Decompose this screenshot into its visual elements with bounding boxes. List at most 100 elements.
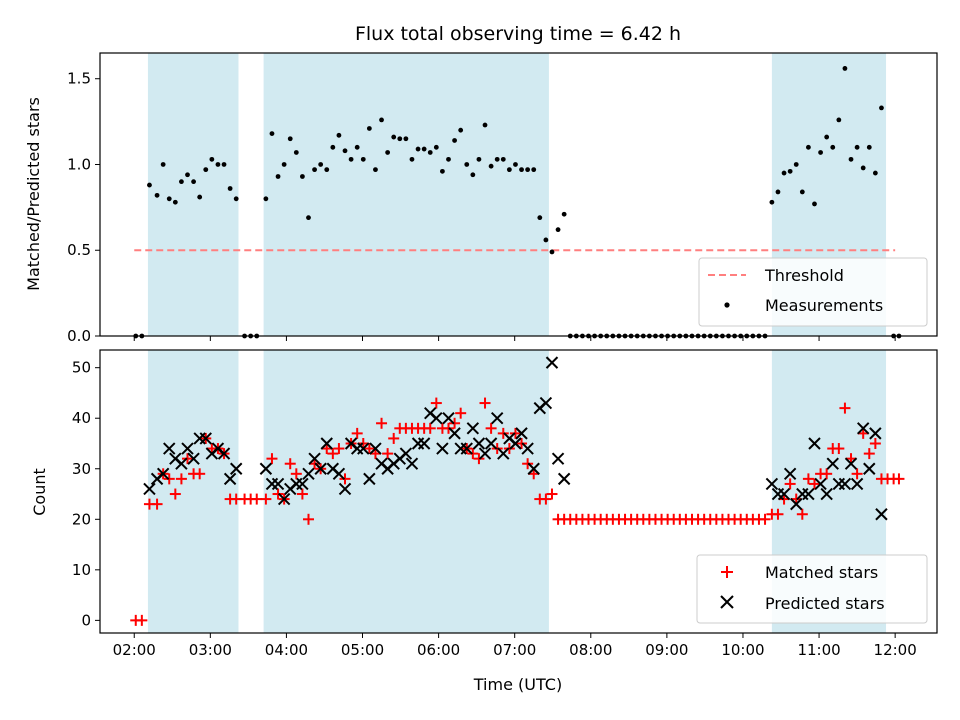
measurement-point <box>360 156 366 162</box>
matched-star-point <box>516 437 528 449</box>
measurement-point <box>336 132 342 138</box>
predicted-star-point <box>430 412 443 425</box>
matched-star-point <box>182 453 194 465</box>
measurement-point <box>842 66 848 71</box>
predicted-star-point <box>175 457 188 470</box>
measurement-point <box>348 156 354 162</box>
measurement-point <box>209 156 215 162</box>
matched-star-point <box>151 498 163 510</box>
x-tick-label: 06:00 <box>417 641 460 659</box>
measurement-point <box>470 172 476 178</box>
predicted-star-point <box>163 442 176 455</box>
matched-star-point <box>851 468 863 480</box>
predicted-star-point <box>497 447 510 460</box>
matched-star-point <box>479 397 491 409</box>
predicted-star-point <box>417 437 431 450</box>
predicted-star-point <box>338 482 352 496</box>
matched-star-point <box>503 443 515 455</box>
matched-star-point <box>802 473 814 485</box>
highlight-band <box>147 350 239 633</box>
measurement-point <box>324 167 330 173</box>
legend-predicted-label: Predicted stars <box>765 594 885 613</box>
matched-star-point <box>485 422 497 434</box>
highlight-band <box>147 53 239 336</box>
matched-star-point <box>491 443 503 455</box>
predicted-star-point <box>302 467 315 481</box>
measurement-point <box>775 189 781 195</box>
measurement-point <box>525 167 531 173</box>
measurement-point <box>373 167 378 173</box>
predicted-star-point <box>472 437 486 450</box>
matched-star-point <box>260 493 272 505</box>
measurement-point <box>812 201 817 207</box>
predicted-star-point <box>399 447 413 460</box>
measurement-point <box>506 167 512 173</box>
predicted-star-point <box>460 442 473 455</box>
legend-measurements-swatch <box>724 302 730 308</box>
matched-star-point <box>290 468 302 480</box>
legend-threshold-label: Threshold <box>764 266 844 285</box>
measurement-point <box>197 194 203 200</box>
measurement-point <box>555 227 561 233</box>
measurement-point <box>215 162 221 167</box>
measurement-point <box>818 150 823 155</box>
measurement-point <box>531 167 537 173</box>
measurement-point <box>446 156 451 162</box>
matched-star-point <box>175 473 187 485</box>
predicted-star-point <box>484 437 498 450</box>
legend-predicted-swatch <box>720 595 734 609</box>
y-tick-label: 0.5 <box>67 241 91 259</box>
measurement-point <box>287 136 293 142</box>
bottom-legend-box <box>696 554 928 624</box>
measurement-point <box>397 136 403 142</box>
measurement-point <box>221 162 227 167</box>
predicted-star-point <box>490 412 504 425</box>
matched-star-point <box>546 488 558 500</box>
measurement-point <box>269 131 275 137</box>
y-tick-label: 20 <box>72 510 91 528</box>
top-legend-box <box>698 257 928 327</box>
matched-star-point <box>163 473 175 485</box>
bottom-y-axis-label: Count <box>30 468 49 516</box>
top-x-ticks <box>133 336 896 341</box>
predicted-star-point <box>856 422 870 435</box>
measurement-point <box>409 156 415 162</box>
measurement-point <box>306 215 311 221</box>
matched-star-point <box>296 488 308 500</box>
matched-star-point <box>302 513 314 525</box>
predicted-star-point <box>539 396 553 410</box>
measurement-point <box>318 162 324 167</box>
legend-matched-swatch <box>721 566 733 578</box>
measurement-point <box>519 167 524 173</box>
matched-star-point <box>388 432 400 444</box>
measurement-point <box>781 170 787 176</box>
matched-star-point <box>382 448 394 460</box>
measurement-point <box>342 148 348 154</box>
predicted-star-point <box>405 457 419 470</box>
measurement-point <box>452 138 457 143</box>
measurement-point <box>500 156 506 162</box>
matched-star-point <box>784 478 796 490</box>
measurement-point <box>806 144 811 150</box>
predicted-star-point <box>320 437 333 450</box>
bottom-legend: Matched stars Predicted stars <box>696 554 928 624</box>
predicted-star-point <box>436 442 449 455</box>
measurement-point <box>203 167 209 173</box>
matched-star-point <box>339 473 351 485</box>
measurement-point <box>160 162 166 167</box>
top-plot-frame <box>99 52 938 337</box>
predicted-star-point <box>363 472 376 486</box>
matched-star-point <box>424 422 436 434</box>
predicted-star-point <box>844 457 858 470</box>
highlight-band <box>263 350 549 633</box>
measurement-point <box>458 127 464 133</box>
x-tick-label: 04:00 <box>265 641 308 659</box>
bottom-x-ticks: 02:00 03:00 04:00 05:00 06:00 07:00 08:00 09:00… <box>113 633 917 659</box>
matched-star-point <box>351 427 363 439</box>
y-tick-label: 0.0 <box>67 327 91 345</box>
matched-star-point <box>796 508 808 520</box>
measurement-point <box>537 215 543 221</box>
measurement-point <box>366 126 372 131</box>
top-y-axis-label: Matched/Predicted stars <box>24 97 43 291</box>
predicted-star-point <box>314 462 327 475</box>
